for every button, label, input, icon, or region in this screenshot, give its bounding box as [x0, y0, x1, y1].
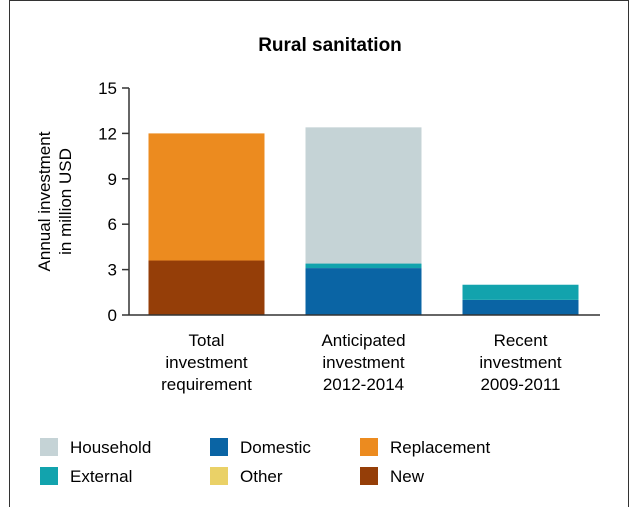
- bars: [148, 127, 579, 315]
- bar-segment-external: [305, 263, 422, 269]
- legend-swatch-other: [210, 467, 228, 485]
- x-category-label: 2009-2011: [480, 375, 560, 394]
- x-category-label: Anticipated: [321, 331, 405, 350]
- y-tick-label: 9: [108, 170, 117, 189]
- bar-segment-domestic: [305, 268, 422, 315]
- chart-frame: [9, 0, 629, 507]
- y-axis-label-line: Annual investment: [35, 131, 54, 271]
- legend-label-replacement: Replacement: [390, 438, 490, 457]
- bar-segment-new: [148, 260, 265, 315]
- chart-title: Rural sanitation: [258, 35, 402, 56]
- y-axis-label-line: in million USD: [56, 148, 75, 255]
- bar-segment-domestic: [462, 299, 579, 315]
- y-tick-label: 0: [108, 306, 117, 325]
- y-axis: 0 3 6 9 12 15: [98, 79, 130, 325]
- x-category-label: investment: [479, 353, 561, 372]
- bar-segment-household: [305, 127, 422, 264]
- bar-segment-external: [462, 284, 579, 300]
- legend-swatch-replacement: [360, 438, 378, 456]
- x-axis-categories: Total investment requirement Anticipated inv…: [161, 331, 562, 394]
- y-tick-label: 6: [108, 215, 117, 234]
- legend-label-new: New: [390, 467, 425, 486]
- legend-label-external: External: [70, 467, 132, 486]
- x-category-label: investment: [165, 353, 247, 372]
- legend-label-other: Other: [240, 467, 283, 486]
- legend: Household Domestic Replacement External Othe…: [40, 438, 490, 486]
- legend-swatch-domestic: [210, 438, 228, 456]
- x-category-label: requirement: [161, 375, 252, 394]
- legend-swatch-household: [40, 438, 58, 456]
- y-tick-label: 15: [98, 79, 117, 98]
- legend-label-household: Household: [70, 438, 151, 457]
- legend-swatch-external: [40, 467, 58, 485]
- legend-swatch-new: [360, 467, 378, 485]
- x-category-label: Recent: [494, 331, 548, 350]
- x-category-label: 2012-2014: [323, 375, 404, 394]
- y-tick-label: 12: [98, 124, 117, 143]
- x-category-label: Total: [189, 331, 225, 350]
- legend-label-domestic: Domestic: [240, 438, 311, 457]
- y-axis-label: Annual investment in million USD: [35, 131, 75, 271]
- y-tick-label: 3: [108, 261, 117, 280]
- bar-segment-replacement: [148, 133, 265, 261]
- x-category-label: investment: [322, 353, 404, 372]
